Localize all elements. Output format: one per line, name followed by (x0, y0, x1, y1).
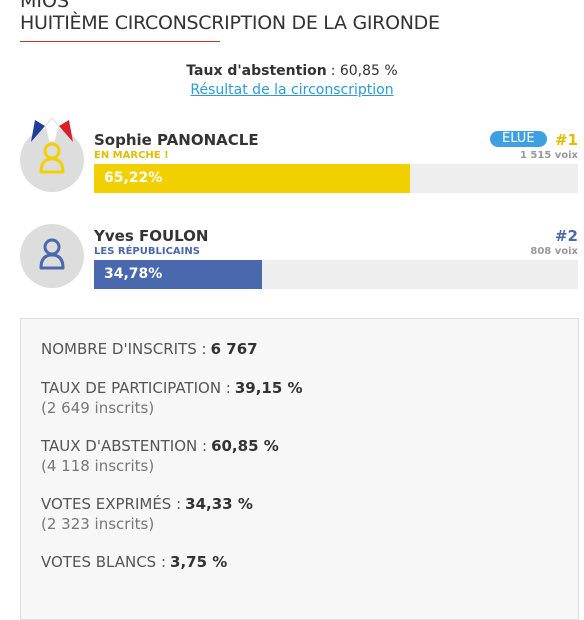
page-title: HUITIÈME CIRCONSCRIPTION DE LA GIRONDE (20, 12, 440, 34)
stat-note: (2 649 inscrits) (41, 399, 155, 417)
stat-line: TAUX D'ABSTENTION :60,85 % (41, 437, 279, 455)
abstention-label: Taux d'abstention (186, 63, 327, 79)
abstention: Taux d'abstention: 60,85 % (0, 63, 584, 79)
stat-label: TAUX D'ABSTENTION : (41, 437, 208, 455)
share-bar (94, 260, 263, 289)
stat-value: 34,33 % (185, 495, 253, 513)
flag-ribbon (31, 117, 73, 142)
commune: MIOS (20, 0, 70, 12)
candidate-party: LES RÉPUBLICAINS (94, 246, 200, 257)
title-underline (20, 41, 220, 42)
stat-note: (4 118 inscrits) (41, 457, 155, 475)
stat-value: 6 767 (210, 340, 258, 358)
stat-line: VOTES EXPRIMÉS :34,33 % (41, 495, 253, 513)
avatar-icon (39, 238, 65, 270)
stats-box: NOMBRE D'INSCRITS :6 767 TAUX DE PARTICIP… (20, 318, 579, 620)
circonscription-link[interactable]: Résultat de la circonscription (190, 82, 394, 98)
stat-line: NOMBRE D'INSCRITS :6 767 (41, 340, 258, 358)
avatar-icon (39, 142, 65, 174)
stat-note: (2 323 inscrits) (41, 515, 155, 533)
stat-label: VOTES EXPRIMÉS : (41, 495, 182, 513)
rank: #1 (554, 131, 578, 149)
vote-count: 1 515 voix (519, 150, 578, 161)
stat-line: VOTES BLANCS :3,75 % (41, 553, 227, 571)
candidate-party: EN MARCHE ! (94, 150, 169, 161)
stat-label: VOTES BLANCS : (41, 553, 167, 571)
rank: #2 (554, 227, 578, 245)
elected-badge: ÉLUE (490, 131, 547, 147)
stat-line: TAUX DE PARTICIPATION :39,15 % (41, 379, 303, 397)
stat-label: TAUX DE PARTICIPATION : (41, 379, 231, 397)
abstention-value: : 60,85 % (330, 63, 398, 79)
bar-track: 65,22% (94, 164, 578, 193)
share-bar (94, 164, 410, 193)
stat-label: NOMBRE D'INSCRITS : (41, 340, 207, 358)
vote-count: 808 voix (530, 246, 578, 257)
stat-value: 60,85 % (211, 437, 279, 455)
candidate-name: Sophie PANONACLE (94, 131, 259, 149)
stat-value: 39,15 % (234, 379, 303, 397)
candidate-name: Yves FOULON (94, 227, 209, 245)
share-label: 65,22% (104, 170, 163, 186)
bar-track: 34,78% (94, 260, 578, 289)
share-label: 34,78% (104, 266, 163, 282)
stat-value: 3,75 % (170, 553, 228, 571)
avatar (20, 224, 84, 288)
